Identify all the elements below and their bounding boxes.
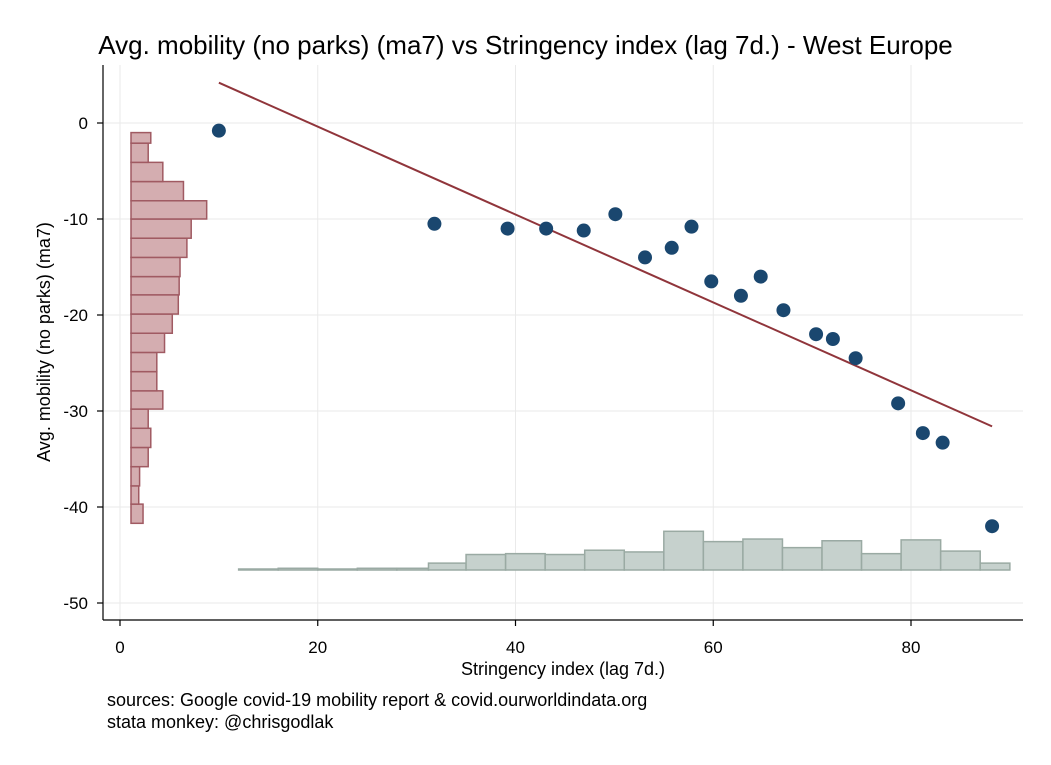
data-point	[915, 426, 930, 441]
y-axis-label: Avg. mobility (no parks) (ma7)	[34, 222, 54, 462]
x-histogram-bar	[317, 568, 359, 571]
data-point	[539, 221, 554, 236]
x-histogram-bar	[583, 549, 626, 571]
data-point	[427, 216, 442, 231]
y-histogram-bar	[130, 408, 149, 430]
y-histogram-bar	[130, 131, 152, 144]
x-tick-label: 20	[308, 638, 327, 657]
x-histogram-bar	[277, 567, 319, 571]
chart-title: Avg. mobility (no parks) (ma7) vs String…	[98, 30, 953, 60]
x-histogram-bar	[860, 552, 902, 571]
data-point	[638, 250, 653, 265]
x-histogram-bar	[504, 552, 546, 571]
data-point	[935, 435, 950, 450]
x-histogram-bar	[702, 540, 744, 571]
x-histogram-bar	[939, 550, 981, 571]
y-histogram-bar	[130, 180, 185, 202]
x-histogram-bar	[742, 538, 784, 571]
x-tick-label: 60	[704, 638, 723, 657]
data-point	[608, 207, 623, 222]
data-point	[809, 327, 824, 342]
x-tick-label: 80	[902, 638, 921, 657]
x-marginal-histogram	[237, 530, 1011, 571]
y-tick-label: -10	[63, 210, 88, 229]
y-histogram-bar	[130, 370, 158, 392]
y-histogram-bar	[130, 237, 188, 259]
y-tick-label: -20	[63, 306, 88, 325]
sources-line: sources: Google covid-19 mobility report…	[107, 690, 648, 710]
y-tick-label: -30	[63, 402, 88, 421]
data-point	[985, 519, 1000, 534]
x-histogram-bar	[396, 567, 430, 571]
y-marginal-histogram	[130, 131, 208, 525]
data-point	[211, 123, 226, 138]
data-point	[733, 288, 748, 303]
x-histogram-bar	[356, 567, 398, 571]
credit-line: stata monkey: @chrisgodlak	[107, 712, 334, 732]
y-histogram-bar	[130, 142, 149, 164]
y-histogram-bar	[130, 294, 180, 315]
data-points	[211, 123, 1000, 534]
x-axis-label: Stringency index (lag 7d.)	[461, 659, 665, 679]
data-point	[825, 332, 840, 346]
y-histogram-bar	[130, 446, 149, 468]
data-point	[776, 303, 791, 318]
fit-line	[218, 81, 993, 428]
data-point	[576, 223, 591, 238]
y-histogram-bar	[130, 200, 208, 220]
y-histogram-bar	[130, 275, 180, 296]
y-histogram-bar	[130, 161, 164, 183]
x-histogram-bar	[427, 562, 467, 571]
y-histogram-bar	[130, 485, 140, 505]
data-point	[753, 269, 768, 284]
y-histogram-bar	[130, 351, 158, 373]
data-point	[684, 219, 699, 234]
x-histogram-bar	[900, 539, 942, 571]
x-tick-label: 0	[115, 638, 124, 657]
x-histogram-bar	[623, 551, 665, 571]
x-histogram-bar	[979, 562, 1011, 571]
x-histogram-bar	[781, 546, 823, 571]
x-histogram-bar	[821, 540, 863, 571]
y-tick-label: -50	[63, 594, 88, 613]
x-histogram-bar	[237, 568, 279, 571]
data-point	[704, 274, 719, 289]
y-histogram-bar	[130, 218, 192, 239]
y-histogram-bar	[130, 427, 152, 449]
data-point	[891, 396, 906, 411]
y-histogram-bar	[130, 256, 181, 278]
sources-note: sources: Google covid-19 mobility report…	[107, 689, 647, 733]
x-tick-label: 40	[506, 638, 525, 657]
y-tick-label: -40	[63, 498, 88, 517]
y-histogram-bar	[130, 465, 141, 487]
gridlines	[103, 65, 1023, 620]
data-point	[500, 221, 515, 236]
x-histogram-bar	[663, 530, 705, 571]
y-histogram-bar	[130, 503, 144, 525]
y-histogram-bar	[130, 390, 164, 410]
y-tick-label: 0	[79, 114, 88, 133]
y-histogram-bar	[130, 332, 166, 354]
y-histogram-bar	[130, 313, 174, 334]
data-point	[848, 351, 863, 366]
data-point	[664, 240, 679, 255]
x-histogram-bar	[544, 553, 586, 571]
x-histogram-bar	[465, 553, 507, 571]
